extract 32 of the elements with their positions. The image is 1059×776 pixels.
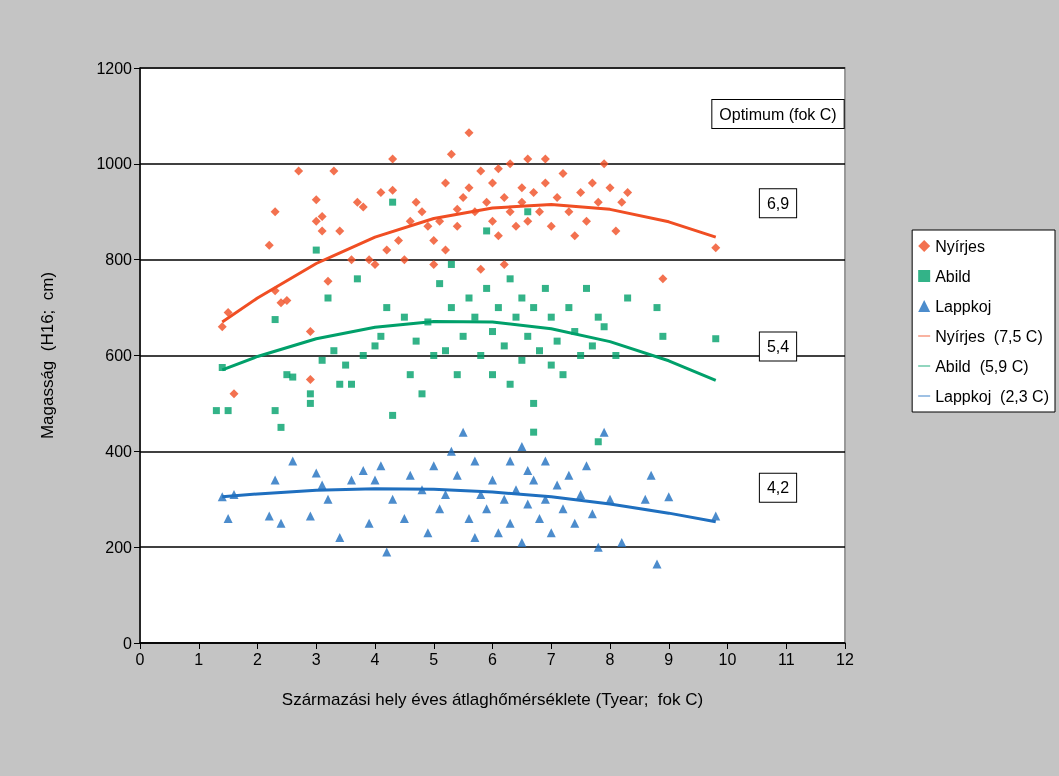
legend-label: Nyírjes (7,5 C)	[935, 327, 1043, 345]
legend-label: Nyírjes	[935, 237, 985, 255]
legend-label: Abild (5,9 C)	[935, 357, 1029, 375]
x-tick-label: 12	[836, 650, 854, 668]
legend-label: Lappkoj (2,3 C)	[935, 387, 1050, 405]
y-tick-label: 200	[105, 538, 133, 556]
x-tick-label: 8	[605, 650, 615, 668]
x-tick-label: 3	[311, 650, 321, 668]
x-tick-label: 0	[135, 650, 145, 668]
y-tick-label: 400	[105, 442, 133, 460]
legend-label: Lappkoj	[935, 297, 992, 315]
y-tick-label: 800	[105, 251, 133, 269]
annotation: 6,9	[766, 194, 790, 212]
y-tick-label: 600	[105, 347, 133, 364]
x-tick-label: 9	[664, 650, 674, 668]
x-tick-label: 7	[546, 650, 556, 668]
y-tick-label: 1000	[96, 155, 133, 173]
annotation: 4,2	[766, 479, 790, 497]
x-tick-label: 5	[429, 650, 439, 668]
x-axis-title: Származási hely éves átlaghőmérséklete (Tyear; fok C)	[281, 690, 704, 709]
x-tick-label: 4	[370, 650, 380, 668]
y-tick-label: 0	[123, 634, 133, 652]
annotation: Optimum (fok C)	[719, 105, 837, 123]
x-tick-label: 11	[777, 650, 795, 668]
y-axis-title: Magasság (H16; cm)	[38, 271, 57, 440]
y-tick-label: 1200	[96, 59, 133, 77]
x-tick-label: 6	[488, 650, 498, 668]
annotation: 5,4	[766, 337, 790, 355]
x-tick-label: 1	[194, 650, 204, 668]
legend-label: Abild	[935, 267, 971, 285]
x-tick-label: 10	[718, 650, 737, 668]
x-tick-label: 2	[253, 650, 263, 668]
